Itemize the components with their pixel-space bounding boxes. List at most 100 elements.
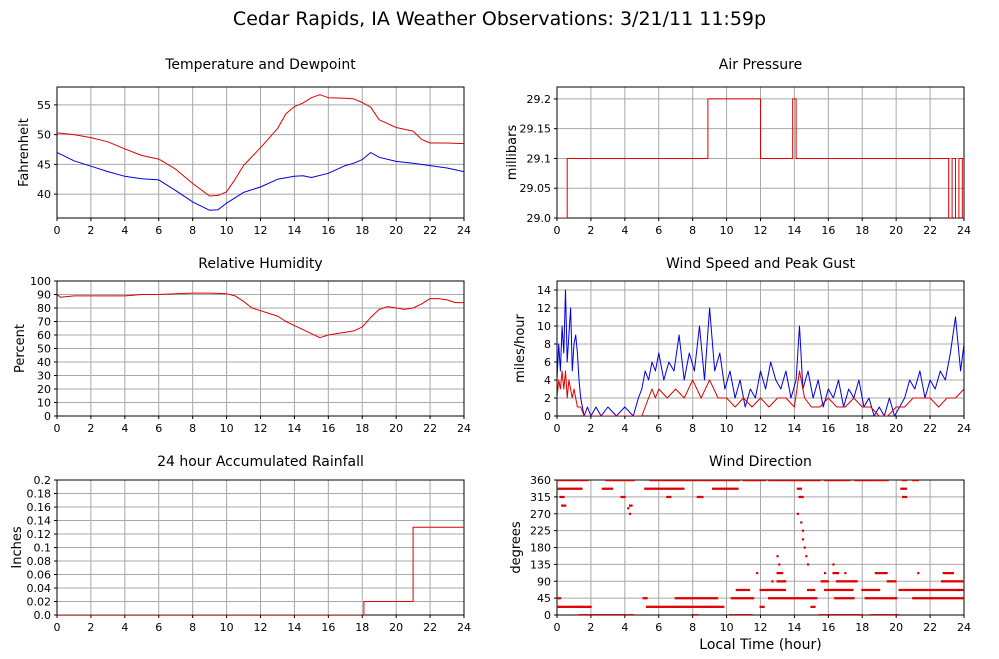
data-point [700, 597, 703, 600]
x-tick-label: 10 [720, 621, 734, 634]
data-point [860, 614, 863, 615]
x-tick-label: 22 [923, 621, 937, 634]
y-axis-label: degrees [509, 521, 524, 574]
data-point [736, 614, 739, 615]
data-point [953, 597, 956, 600]
data-point [571, 487, 574, 490]
data-point [833, 588, 836, 592]
data-point [756, 572, 759, 575]
data-point [901, 495, 905, 499]
data-point [611, 480, 614, 482]
data-point [874, 614, 877, 615]
data-point [880, 480, 883, 482]
data-point [932, 588, 935, 592]
data-point [768, 588, 771, 592]
data-point [955, 588, 958, 592]
y-tick-label: 55 [37, 99, 51, 112]
data-point [857, 614, 860, 615]
data-point [734, 487, 738, 490]
data-point [741, 614, 744, 615]
data-point [823, 614, 826, 615]
data-point [798, 480, 801, 482]
data-point [696, 605, 699, 608]
data-point [724, 487, 727, 490]
data-point [645, 597, 648, 600]
data-point [850, 614, 854, 615]
data-point [852, 580, 855, 583]
data-point [951, 580, 954, 583]
data-point [922, 588, 926, 592]
data-point [699, 480, 702, 482]
data-point [743, 588, 746, 592]
data-point [849, 614, 852, 615]
data-point [813, 605, 816, 608]
data-point [830, 588, 833, 592]
data-point [951, 597, 955, 600]
data-point [563, 487, 566, 490]
x-tick-label: 16 [321, 224, 335, 237]
x-tick-label: 6 [655, 422, 662, 435]
data-point [577, 605, 580, 608]
data-point [682, 480, 686, 482]
data-point [747, 614, 750, 615]
data-point [912, 480, 915, 482]
data-point [840, 588, 843, 592]
data-point [750, 480, 753, 482]
data-point [672, 480, 675, 482]
data-point [751, 480, 754, 482]
data-point [557, 605, 560, 608]
data-point [913, 597, 916, 600]
data-point [626, 480, 629, 482]
data-layer [557, 480, 964, 615]
data-point [746, 588, 749, 592]
data-point [898, 588, 901, 592]
data-point [687, 605, 690, 608]
x-tick-label: 14 [287, 621, 301, 634]
data-point [912, 597, 915, 600]
y-tick-label: 50 [37, 129, 51, 142]
data-point [713, 605, 716, 608]
data-point [931, 597, 935, 600]
data-point [925, 597, 929, 600]
data-point [562, 495, 565, 499]
data-point [603, 487, 606, 490]
data-point [668, 487, 671, 490]
data-point [901, 487, 904, 490]
data-point [848, 580, 851, 583]
data-point [881, 614, 885, 615]
data-point [862, 588, 865, 592]
data-point [676, 597, 679, 600]
data-point [782, 588, 785, 592]
data-point [904, 588, 907, 592]
data-point [759, 605, 762, 608]
data-point [670, 605, 673, 608]
data-point [822, 580, 825, 583]
data-point [894, 580, 897, 583]
data-layer [557, 289, 964, 416]
data-point [845, 480, 848, 482]
data-point [725, 480, 728, 482]
data-point [708, 480, 711, 482]
data-point [655, 480, 658, 482]
data-point [942, 572, 945, 575]
data-point [913, 588, 917, 592]
data-point [628, 480, 631, 482]
data-point [789, 597, 792, 600]
data-point [948, 588, 952, 592]
data-point [566, 487, 569, 490]
data-point [887, 597, 890, 600]
data-point [564, 504, 567, 507]
data-point [691, 605, 694, 608]
data-point [650, 480, 653, 482]
data-point [903, 487, 906, 490]
data-point [653, 480, 657, 482]
data-point [776, 555, 779, 558]
x-tick-label: 4 [121, 621, 128, 634]
data-point [707, 480, 710, 482]
x-tick-label: 16 [821, 224, 835, 237]
x-tick-label: 12 [254, 422, 268, 435]
x-tick-label: 2 [87, 621, 94, 634]
data-point [959, 597, 962, 600]
data-point [575, 605, 579, 608]
y-tick-label: 45 [537, 592, 551, 605]
